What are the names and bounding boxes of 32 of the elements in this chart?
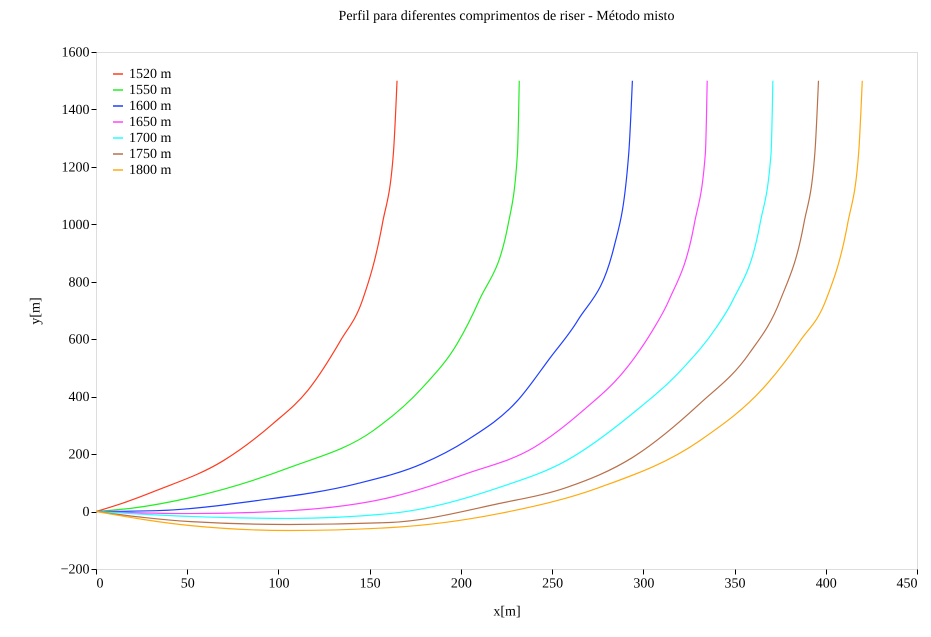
x-tick-label: 100 bbox=[268, 576, 290, 592]
legend-label: 1800 m bbox=[129, 163, 172, 178]
line-series bbox=[96, 80, 398, 512]
y-tick-label: 1400 bbox=[62, 102, 90, 118]
x-tick-label: 0 bbox=[96, 576, 104, 592]
chart-title: Perfil para diferentes comprimentos de riser - Método misto bbox=[338, 9, 674, 24]
y-tick-label: 600 bbox=[68, 332, 90, 348]
legend-label: 1650 m bbox=[129, 115, 172, 130]
x-tick-label: 300 bbox=[633, 576, 654, 592]
legend-label: 1750 m bbox=[129, 147, 172, 162]
y-axis-title: y[m] bbox=[28, 297, 44, 325]
x-tick-label: 350 bbox=[724, 576, 746, 592]
y-tick-label: 1000 bbox=[62, 218, 90, 233]
x-tick-label: 150 bbox=[360, 576, 381, 592]
y-tick-label: 400 bbox=[68, 390, 90, 406]
line-series bbox=[96, 80, 520, 512]
y-tick-label: 800 bbox=[68, 275, 90, 290]
y-tick-label: 1200 bbox=[62, 160, 90, 176]
y-tick-label: 0 bbox=[82, 505, 90, 520]
y-tick-label: 200 bbox=[68, 448, 90, 463]
x-tick-label: 400 bbox=[816, 576, 837, 592]
x-tick-label: 50 bbox=[180, 576, 195, 592]
legend-label: 1700 m bbox=[129, 131, 172, 146]
y-tick-label: −200 bbox=[60, 562, 90, 578]
legend-label: 1550 m bbox=[129, 83, 172, 98]
y-tick-label: 1600 bbox=[62, 46, 90, 60]
legend-label: 1600 m bbox=[129, 99, 172, 114]
x-tick-label: 450 bbox=[896, 576, 918, 592]
x-tick-label: 250 bbox=[542, 576, 564, 592]
x-axis-title: x[m] bbox=[493, 604, 521, 620]
x-tick-label: 200 bbox=[450, 576, 472, 592]
legend-label: 1520 m bbox=[129, 67, 172, 82]
